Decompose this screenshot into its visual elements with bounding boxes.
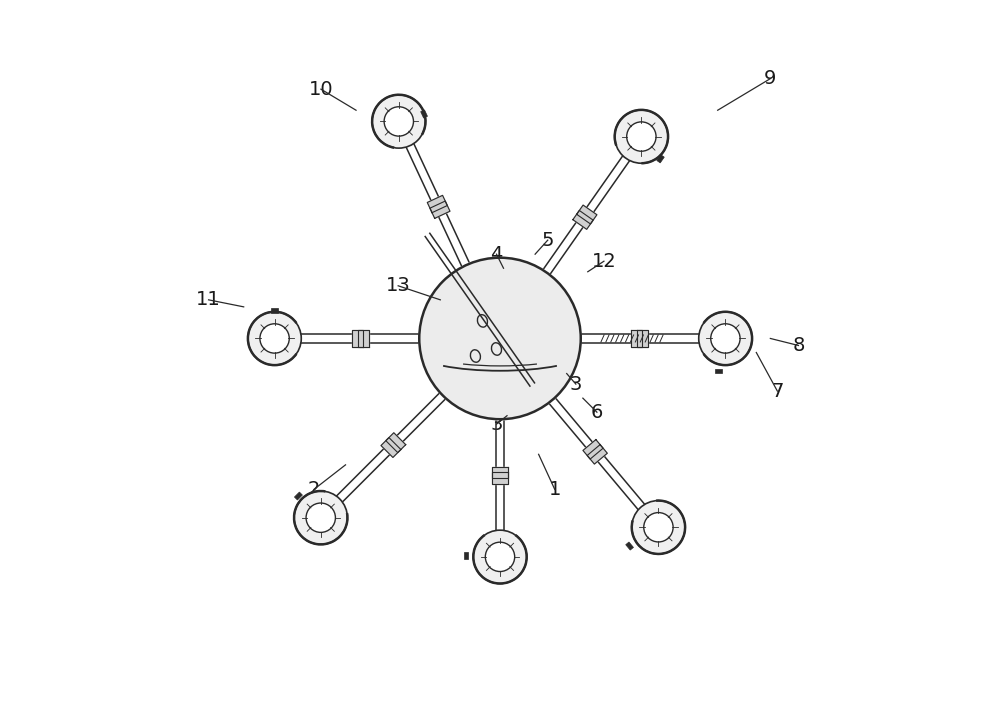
Circle shape <box>248 312 301 365</box>
Polygon shape <box>430 201 450 219</box>
Polygon shape <box>573 211 593 229</box>
Bar <box>464 552 468 559</box>
Polygon shape <box>352 330 363 347</box>
Text: 1: 1 <box>549 480 561 499</box>
Polygon shape <box>358 330 369 347</box>
Text: 12: 12 <box>592 252 616 271</box>
Bar <box>657 154 664 163</box>
Polygon shape <box>381 438 401 458</box>
Circle shape <box>384 106 413 136</box>
Polygon shape <box>492 472 508 484</box>
Circle shape <box>615 110 668 164</box>
Circle shape <box>419 258 581 419</box>
Polygon shape <box>631 330 642 347</box>
Polygon shape <box>587 445 607 464</box>
Polygon shape <box>427 195 447 213</box>
Bar <box>421 110 427 118</box>
Bar <box>626 542 633 550</box>
Bar <box>715 369 722 373</box>
Circle shape <box>294 491 347 544</box>
Text: 3: 3 <box>570 374 582 393</box>
Circle shape <box>644 513 673 542</box>
Bar <box>271 308 278 312</box>
Circle shape <box>711 324 740 353</box>
Bar <box>294 492 302 500</box>
Text: 8: 8 <box>792 336 805 355</box>
Polygon shape <box>577 205 597 224</box>
Circle shape <box>699 312 752 365</box>
Circle shape <box>306 503 335 532</box>
Text: 11: 11 <box>196 290 221 309</box>
Text: 5: 5 <box>542 231 554 250</box>
Polygon shape <box>637 330 648 347</box>
Circle shape <box>632 501 685 554</box>
Circle shape <box>485 542 515 572</box>
Text: 10: 10 <box>309 80 333 99</box>
Polygon shape <box>583 440 603 459</box>
Circle shape <box>372 94 425 148</box>
Text: 4: 4 <box>490 245 503 264</box>
Polygon shape <box>492 467 508 478</box>
Circle shape <box>627 122 656 152</box>
Text: 13: 13 <box>386 276 411 295</box>
Text: 6: 6 <box>591 403 603 422</box>
Text: 7: 7 <box>771 381 784 400</box>
Circle shape <box>260 324 289 353</box>
Text: 3: 3 <box>490 415 503 434</box>
Text: 2: 2 <box>308 480 320 499</box>
Text: 9: 9 <box>764 69 777 88</box>
Polygon shape <box>386 433 406 453</box>
Circle shape <box>473 530 527 584</box>
